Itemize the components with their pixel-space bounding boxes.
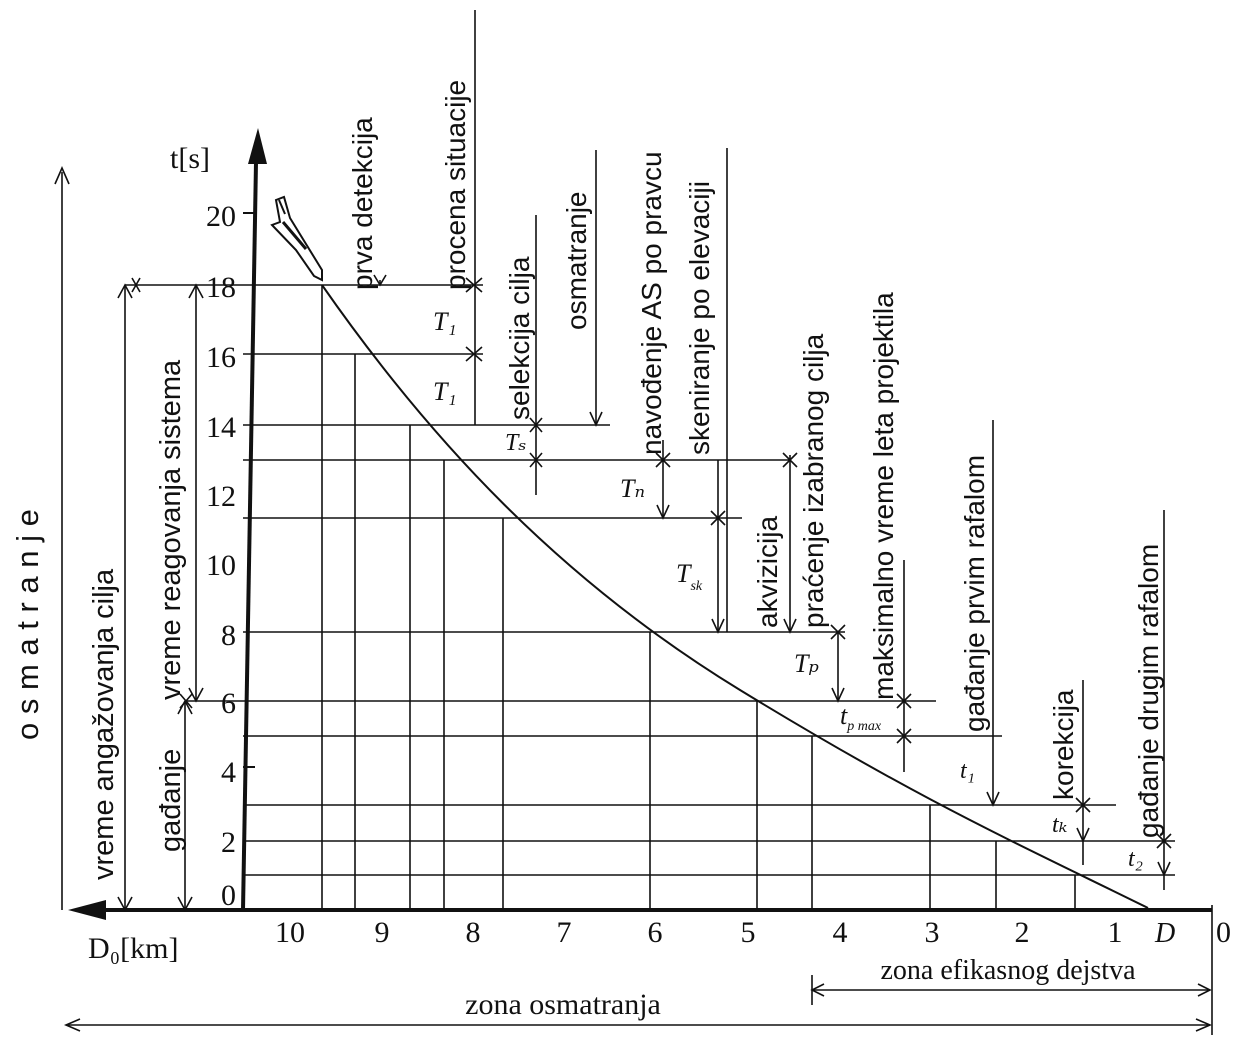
interval-tsk: Tsk [676, 559, 703, 594]
x-tick-6: 6 [648, 916, 663, 949]
zone-osmatranja-label: zona osmatranja [465, 988, 661, 1021]
target-trajectory-curve [321, 284, 1149, 909]
left-span-arrows [54, 166, 204, 912]
y-tick-0: 0 [221, 879, 236, 912]
interval-tn: Tₙ [620, 474, 645, 503]
x-tick-10: 10 [275, 916, 305, 949]
interval-t1-lower: T₁ [433, 377, 457, 406]
korekcija-label: korekcija [1048, 689, 1079, 800]
x-tick-5: 5 [741, 916, 756, 949]
x-tick-9: 9 [375, 916, 390, 949]
gadjanje-drugim-label: gađanje drugim rafalom [1133, 544, 1164, 838]
horizontal-lines [125, 284, 1175, 876]
skeniranje-label: skeniranje po elevaciji [684, 181, 715, 455]
zone-arrows [63, 975, 1213, 1032]
y-tick-10: 10 [206, 549, 236, 582]
y-tick-2: 2 [221, 826, 236, 859]
y-tick-12: 12 [206, 480, 236, 513]
interval-ts: Tₛ [505, 430, 526, 456]
x-axis-zero: 0 [1216, 916, 1231, 949]
vreme-angazovanja-label: vreme angažovanja cilja [88, 568, 120, 880]
interval-t1-upper: T₁ [433, 307, 457, 336]
y-tick-20: 20 [206, 200, 236, 233]
pracenje-label: praćenje izabranog cilja [798, 333, 829, 628]
aircraft-icon [270, 195, 323, 282]
x-tick-7: 7 [557, 916, 572, 949]
interval-tpmax: tp max [840, 701, 882, 734]
x-tick-2: 2 [1015, 916, 1030, 949]
x-tick-labels: 10 9 8 7 6 5 4 3 2 1 [275, 916, 1123, 949]
osmatranje-label: osmatranje [561, 191, 592, 330]
akvizicija-label: akvizicija [752, 516, 783, 628]
y-tick-8: 8 [221, 619, 236, 652]
x-tick-1: 1 [1108, 916, 1123, 949]
y-axis-arrow [248, 128, 267, 164]
y-axis [241, 161, 258, 911]
zone-efikasnog-label: zona efikasnog dejstva [880, 955, 1136, 986]
y-tick-marks [243, 212, 255, 768]
d-label: D [1154, 918, 1175, 949]
selekcija-cilja-label: selekcija cilja [504, 256, 535, 420]
navodjenje-label: navođenje AS po pravcu [636, 151, 667, 455]
vertical-drop-lines [321, 285, 1076, 910]
interval-tk: tₖ [1052, 812, 1068, 838]
y-tick-18: 18 [206, 271, 236, 304]
vreme-reagovanja-label: vreme reagovanja sistema [155, 359, 187, 700]
y-tick-14: 14 [206, 411, 236, 444]
interval-t2: t₂ [1128, 846, 1143, 872]
x-axis-title: D₀[km] [88, 932, 178, 965]
y-axis-title: t[s] [170, 142, 210, 175]
prva-detekcija-label: prva detekcija [347, 117, 378, 290]
interval-tp: Tₚ [794, 649, 819, 678]
right-indicator-lines [373, 10, 1172, 890]
y-tick-6: 6 [221, 687, 236, 720]
x-axis-arrow [68, 900, 106, 920]
y-tick-4: 4 [221, 756, 236, 789]
osmatranje-left-label: o s m a t r a n j e [10, 509, 45, 740]
procena-situacije-label: procena situacije [440, 80, 471, 290]
y-tick-16: 16 [206, 341, 236, 374]
gadjanje-label: gađanje [155, 749, 187, 852]
x-tick-8: 8 [466, 916, 481, 949]
x-tick-4: 4 [833, 916, 848, 949]
gadjanje-prvim-label: gađanje prvim rafalom [959, 455, 990, 732]
x-tick-3: 3 [925, 916, 940, 949]
maksimalno-vreme-label: maksimalno vreme leta projektila [868, 292, 899, 700]
y-tick-labels: 20 18 16 14 12 10 8 6 4 2 0 [206, 200, 236, 912]
interval-t1-small: t₁ [960, 758, 975, 784]
